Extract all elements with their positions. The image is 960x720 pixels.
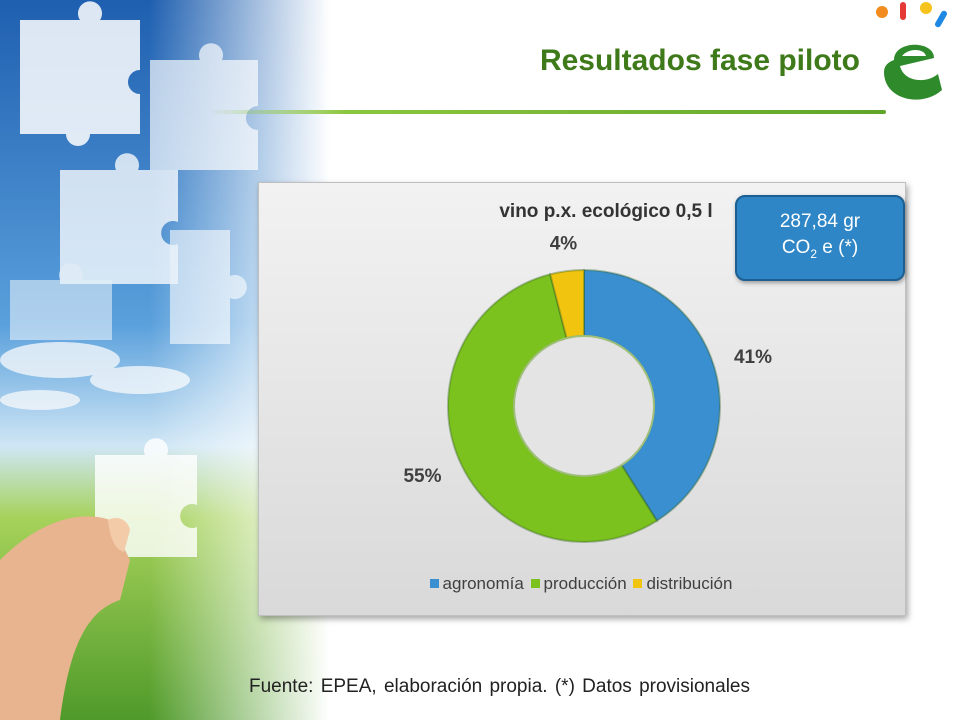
data-label-agronomia: 41%: [734, 347, 772, 368]
emissions-callout: 287,84 gr CO2 e (*): [735, 195, 905, 281]
doughnut-hole: [513, 335, 655, 477]
slide-title: Resultados fase piloto: [539, 44, 860, 77]
doughnut-chart: 41% 55% 4%: [403, 233, 772, 543]
legend-item-produccion: producción: [530, 574, 627, 594]
legend-label-produccion: producción: [543, 574, 627, 593]
legend-item-distribucion: distribución: [633, 574, 732, 594]
data-label-distribucion: 4%: [550, 233, 578, 254]
chart-legend: agronomía producción distribución: [258, 574, 904, 594]
callout-value: 287,84 gr: [779, 211, 861, 232]
data-label-produccion: 55%: [403, 466, 441, 487]
legend-label-distribucion: distribución: [646, 574, 733, 593]
source-note: Fuente: EPEA, elaboración propia. (*) Da…: [249, 676, 750, 697]
callout-co: CO: [781, 237, 811, 258]
callout-subscript: 2: [810, 246, 817, 261]
legend-label-agronomia: agronomía: [442, 574, 524, 593]
callout-unit: CO2 e (*): [737, 237, 903, 261]
brand-logo-icon: [876, 2, 947, 100]
legend-swatch-produccion: [530, 579, 540, 588]
callout-suffix: e (*): [817, 237, 859, 258]
legend-swatch-agronomia: [429, 579, 439, 588]
title-underline: [210, 110, 886, 114]
legend-swatch-distribucion: [633, 579, 643, 588]
chart-title: vino p.x. ecológico 0,5 l: [499, 201, 713, 222]
legend-item-agronomia: agronomía: [429, 574, 524, 594]
